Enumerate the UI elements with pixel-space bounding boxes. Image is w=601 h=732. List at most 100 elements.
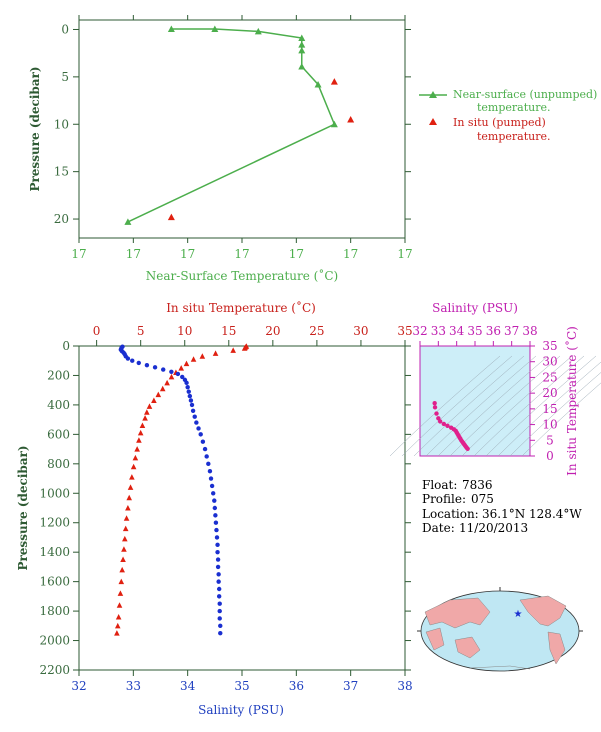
near-surface-temperature-chart: 17 17 17 17 17 17 17 0 5 10 15 20 Near-Surface Tem… [28,15,413,283]
top-chart-series [124,25,355,225]
salinity-point [125,356,131,361]
top-chart-legend: Near-surface (unpumped) temperature. In … [419,88,597,143]
salinity-point [216,579,221,584]
temperature-point [122,535,128,542]
profile-top-tick-label: 0 [93,324,101,338]
salinity-point [188,398,194,403]
salinity-point [198,432,203,437]
unpumped-point [298,34,306,42]
top-chart-frame [78,19,406,239]
profile-y-axis-ticks: 0 200 400 600 800 1000 1200 1400 1600 1800 2000 220… [39,339,411,677]
temperature-point [168,373,175,380]
profile-value: 075 [471,492,494,506]
date-value: 11/20/2013 [459,521,528,535]
ts-point [437,419,443,424]
ts-y-axis-label: In situ Temperature (˚C) [564,326,579,476]
legend-red-triangle-icon [429,118,437,125]
temperature-point [144,409,150,415]
salinity-point [213,520,219,525]
ts-top-tick-label: 34 [449,324,465,338]
profile-top-axis-ticks: 0 5 10 15 20 25 30 35 [93,324,413,346]
salinity-point [217,616,222,621]
temperature-point [164,379,170,386]
top-chart-y-tick-label: 5 [61,70,69,84]
salinity-point [196,426,201,431]
salinity-point [190,408,196,413]
salinity-point [209,483,215,489]
ts-diagram-frame [419,345,531,457]
temperature-point [212,350,219,356]
location-label: Location: [422,507,479,521]
temperature-point [142,415,148,421]
top-chart-x-tick-label: 17 [71,247,86,261]
ts-point [432,405,438,410]
ts-density-contour [425,355,537,457]
salinity-point [192,414,197,419]
salinity-point [207,468,213,474]
profile-y-tick-label: 0 [62,339,70,353]
unpumped-point [298,46,306,54]
profile-y-tick-label: 600 [47,427,70,441]
ts-point [445,423,450,429]
temperature-point [183,360,190,367]
temperature-point [117,590,124,596]
salinity-point [217,601,222,606]
temperature-point [126,494,133,501]
temperature-point [155,391,162,398]
profile-y-tick-label: 200 [47,368,70,382]
profile-y-tick-label: 1800 [39,604,70,618]
ts-density-contour [521,382,601,457]
ts-density-contour [413,355,525,457]
temperature-point [120,556,126,563]
temperature-point [129,474,135,480]
pumped-point [347,116,355,123]
unpumped-point [124,218,132,225]
salinity-point [211,491,216,496]
temperature-point [159,385,166,392]
ts-y-tick-label: 20 [542,386,557,400]
ts-y-tick-label: 15 [542,402,557,416]
profile-top-tick-label: 30 [353,324,368,338]
salinity-point [187,393,193,399]
top-chart-y-label: Pressure (decibar) [28,66,42,191]
top-chart-x-ticks: 17 17 17 17 17 17 17 [71,15,413,261]
salinity-point [215,557,221,562]
salinity-point [161,367,166,372]
temperature-point [114,622,121,629]
unpumped-point [298,62,306,70]
profile-y-axis-label: Pressure (decibar) [16,445,30,570]
temperature-point [130,463,137,470]
unpumped-point [167,25,175,33]
profile-label: Profile: [422,492,466,506]
profile-y-tick-label: 2000 [39,634,70,648]
temperature-point [125,505,131,511]
ts-top-tick-label: 37 [504,324,519,338]
legend-green-triangle-icon [429,91,437,98]
temperature-point [139,422,146,429]
ts-point [441,421,447,427]
ts-point [465,446,470,451]
profile-y-tick-label: 1400 [39,545,70,559]
profile-series [114,343,250,636]
top-chart-x-tick-label: 17 [289,247,304,261]
salinity-point [136,360,141,366]
salinity-point [216,572,221,577]
map-africa-landmass [425,627,445,651]
ts-top-tick-label: 36 [486,324,501,338]
ts-density-contours [389,355,601,457]
legend-unpumped-label-2: temperature. [477,101,551,114]
ts-y-tick-label: 35 [542,339,557,353]
profile-y-tick-label: 800 [47,457,70,471]
temperature-point [241,345,248,351]
unpumped-point [298,41,306,48]
salinity-point [212,505,218,511]
temperature-point [146,403,153,409]
profile-bottom-tick-label: 35 [234,679,249,693]
location-world-map: ★ [417,587,583,672]
profile-y-tick-label: 1000 [39,486,70,500]
unpumped-point [211,25,219,33]
profile-y-tick-label: 1200 [39,516,70,530]
profile-top-tick-label: 25 [309,324,324,338]
